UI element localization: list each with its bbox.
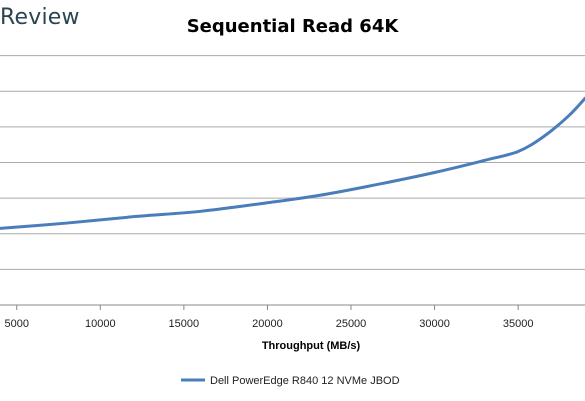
x-tick-label: 20000 (252, 318, 283, 330)
gridlines (0, 55, 585, 270)
x-tick-label: 25000 (336, 318, 367, 330)
x-tick-label: 35000 (503, 318, 534, 330)
x-axis-label: Throughput (MB/s) (262, 340, 361, 352)
series-group (0, 96, 585, 230)
brand-logo-text: Review (0, 5, 80, 30)
series-line-1 (0, 96, 585, 230)
x-tick-label: 10000 (85, 318, 116, 330)
x-axis (0, 304, 585, 310)
legend: Dell PowerEdge R840 12 NVMe JBOD (181, 375, 400, 387)
x-tick-label: 5000 (4, 318, 28, 330)
legend-label: Dell PowerEdge R840 12 NVMe JBOD (210, 375, 400, 387)
x-tick-labels: 5000 10000 15000 20000 25000 30000 35000 (4, 318, 533, 330)
chart-title: Sequential Read 64K (186, 16, 399, 37)
x-tick-label: 30000 (419, 318, 450, 330)
x-tick-label: 15000 (169, 318, 200, 330)
